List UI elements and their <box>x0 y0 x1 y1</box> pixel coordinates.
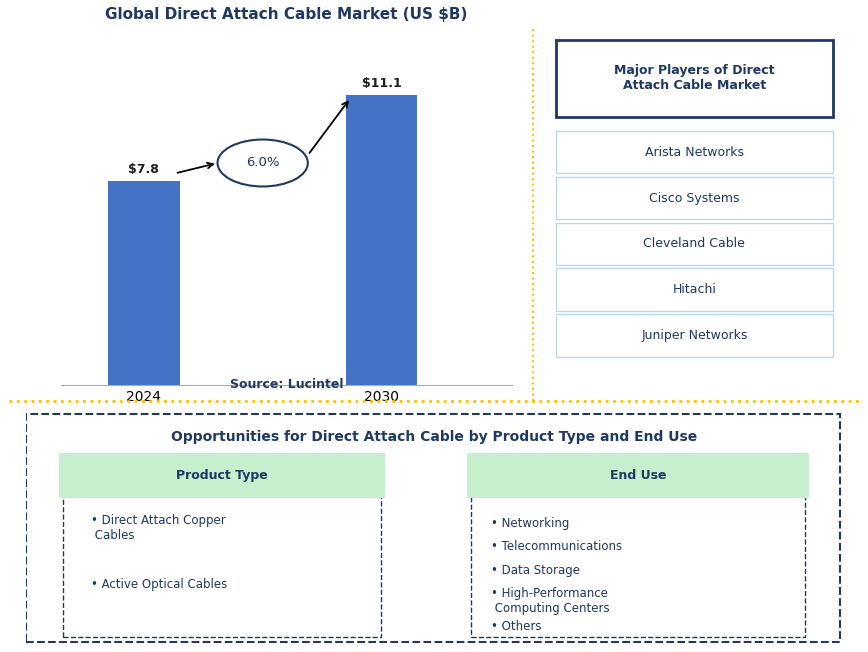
Text: Source: Lucintel: Source: Lucintel <box>230 378 343 391</box>
Text: • Networking: • Networking <box>491 517 569 530</box>
FancyBboxPatch shape <box>26 414 840 642</box>
FancyBboxPatch shape <box>556 40 833 117</box>
Title: Global Direct Attach Cable Market (US $B): Global Direct Attach Cable Market (US $B… <box>105 7 468 22</box>
FancyBboxPatch shape <box>556 269 833 311</box>
FancyBboxPatch shape <box>59 453 385 497</box>
Text: Juniper Networks: Juniper Networks <box>641 329 747 342</box>
FancyBboxPatch shape <box>556 314 833 357</box>
Text: Opportunities for Direct Attach Cable by Product Type and End Use: Opportunities for Direct Attach Cable by… <box>171 430 697 443</box>
Text: • High-Performance
 Computing Centers: • High-Performance Computing Centers <box>491 587 609 615</box>
Bar <box>108 181 180 385</box>
Bar <box>345 95 418 385</box>
Text: End Use: End Use <box>609 469 667 482</box>
Text: Cleveland Cable: Cleveland Cable <box>643 237 746 250</box>
FancyBboxPatch shape <box>62 496 381 637</box>
Text: • Direct Attach Copper
 Cables: • Direct Attach Copper Cables <box>91 514 226 542</box>
Text: $11.1: $11.1 <box>362 77 401 90</box>
Text: Major Players of Direct
Attach Cable Market: Major Players of Direct Attach Cable Mar… <box>615 65 774 93</box>
Text: • Telecommunications: • Telecommunications <box>491 541 622 554</box>
Text: Cisco Systems: Cisco Systems <box>649 192 740 205</box>
Text: $7.8: $7.8 <box>128 163 160 176</box>
FancyBboxPatch shape <box>467 453 809 497</box>
FancyBboxPatch shape <box>556 131 833 173</box>
Text: Arista Networks: Arista Networks <box>645 146 744 159</box>
Ellipse shape <box>218 140 308 186</box>
FancyBboxPatch shape <box>470 496 806 637</box>
FancyBboxPatch shape <box>556 177 833 219</box>
Text: Hitachi: Hitachi <box>673 283 716 296</box>
Text: 6.0%: 6.0% <box>246 156 279 170</box>
Text: • Active Optical Cables: • Active Optical Cables <box>91 578 227 591</box>
FancyBboxPatch shape <box>556 223 833 265</box>
Text: • Others: • Others <box>491 620 542 633</box>
Text: Product Type: Product Type <box>176 469 267 482</box>
Text: • Data Storage: • Data Storage <box>491 564 580 577</box>
